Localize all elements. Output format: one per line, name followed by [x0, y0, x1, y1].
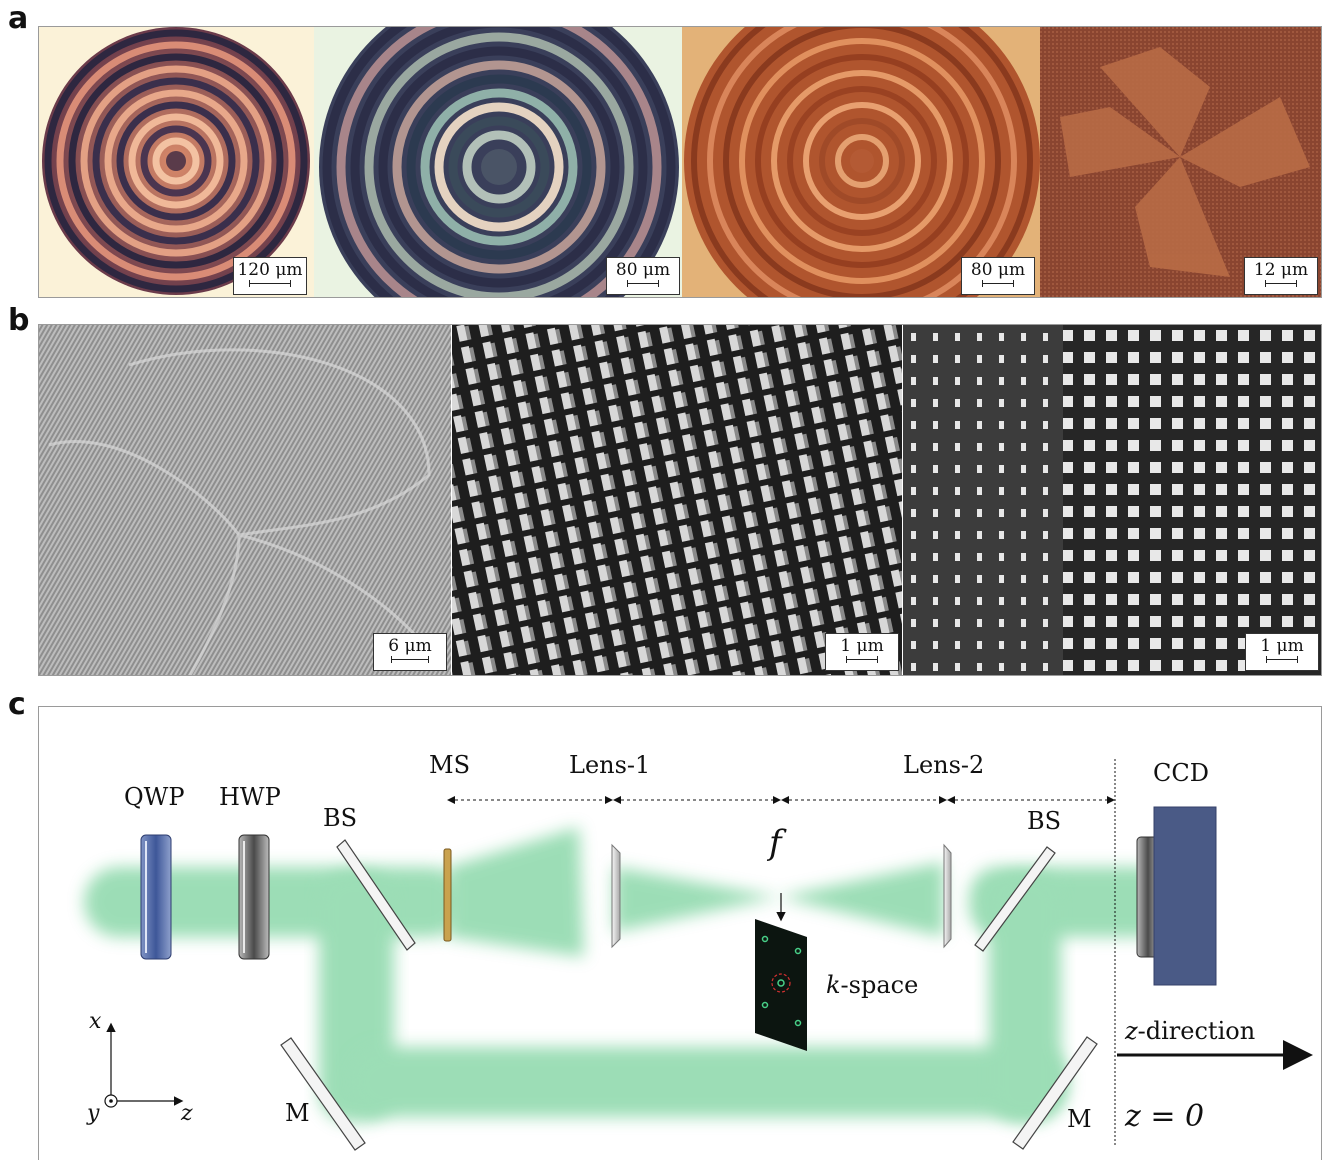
hwp-label: HWP: [219, 783, 281, 811]
z-zero-label: z = 0: [1125, 1099, 1205, 1134]
sem-image-2: [452, 325, 902, 675]
lens-1-component: [611, 843, 621, 949]
concentric-rings-3: [684, 27, 1040, 297]
scale-bar-b3: 1 μm: [1245, 633, 1319, 671]
axis-x-label: x: [89, 1009, 102, 1034]
focal-length-label: f: [769, 823, 782, 863]
panel-c-letter: c: [8, 687, 26, 722]
optical-setup-diagram: [84, 759, 1313, 1151]
concentric-rings-1: [42, 27, 310, 295]
sem-image-3: [903, 325, 1321, 675]
k-space-k: k: [826, 971, 841, 999]
scale-label-a3: 80 μm: [970, 260, 1026, 280]
moire-texture: [39, 325, 451, 675]
scale-bar-a2: 80 μm: [606, 257, 680, 295]
k-space-rest: -space: [840, 971, 919, 999]
lens1-focus-beam: [614, 867, 779, 932]
z-direction-label: z-direction: [1125, 1017, 1255, 1045]
scale-label-a4: 12 μm: [1253, 260, 1309, 280]
optical-image-2: [314, 27, 682, 297]
scale-label-a2: 80 μm: [615, 260, 671, 280]
beam-splitter-right: [974, 846, 1056, 952]
scale-bar-a1: 120 μm: [233, 257, 307, 295]
reference-beam-bottom: [349, 1047, 1069, 1117]
ccd-camera: [1136, 806, 1217, 986]
axis-y-label: y: [87, 1101, 100, 1126]
mirror-left-label: M: [285, 1099, 310, 1127]
panel-a-letter: a: [8, 1, 29, 36]
bs-right-label: BS: [1027, 807, 1062, 835]
domain-pattern: [1040, 27, 1321, 297]
z-direction-rest: -direction: [1137, 1017, 1256, 1045]
scale-label-b1: 6 μm: [388, 636, 432, 656]
scale-label-a1: 120 μm: [237, 260, 303, 280]
concentric-rings-2: [319, 27, 679, 297]
qwp-label: QWP: [124, 783, 185, 811]
k-space-screen: [755, 919, 807, 1051]
lens-2-component: [943, 843, 952, 949]
lens2-beam: [779, 862, 944, 937]
lens2-label: Lens-2: [903, 751, 985, 779]
hwp-component: [238, 834, 270, 960]
ms-label: MS: [429, 751, 471, 779]
scale-label-b2: 1 μm: [840, 636, 884, 656]
optical-image-4: [1040, 27, 1321, 297]
ccd-label: CCD: [1153, 759, 1209, 787]
axis-z-label: z: [181, 1101, 193, 1126]
scale-bar-b1: 6 μm: [373, 633, 447, 671]
coordinate-axes: [104, 1022, 184, 1108]
reference-beam-right: [989, 872, 1061, 1122]
nanopillars-tilted: [452, 325, 902, 675]
optical-image-1: [39, 27, 314, 297]
scale-label-b3: 1 μm: [1260, 636, 1304, 656]
sem-image-1: [39, 325, 451, 675]
z-direction-z: z: [1125, 1017, 1138, 1045]
bs-left-label: BS: [323, 804, 358, 832]
k-space-label: k-space: [826, 971, 918, 999]
mirror-left: [280, 1037, 366, 1151]
panel-a-frame: 120 μm 80 μm 80 μm 12 μm: [38, 26, 1322, 298]
scale-bar-a4: 12 μm: [1244, 257, 1318, 295]
beam-splitter-left: [336, 839, 416, 951]
panel-b-letter: b: [8, 303, 30, 338]
mirror-right-label: M: [1067, 1105, 1092, 1133]
scale-bar-b2: 1 μm: [825, 633, 899, 671]
optical-image-3: [682, 27, 1040, 297]
diffracted-beam: [449, 827, 584, 957]
nanopillars-topview: [903, 325, 1321, 675]
panel-c-frame: QWP HWP BS MS Lens-1 Lens-2 f BS CCD k-s…: [38, 706, 1322, 1160]
lens1-label: Lens-1: [569, 751, 651, 779]
mirror-right: [1012, 1036, 1098, 1150]
qwp-component: [140, 834, 172, 960]
scale-bar-a3: 80 μm: [961, 257, 1035, 295]
metasurface-component: [443, 848, 452, 942]
panel-b-frame: 6 μm 1 μm 1 μm: [38, 324, 1322, 676]
